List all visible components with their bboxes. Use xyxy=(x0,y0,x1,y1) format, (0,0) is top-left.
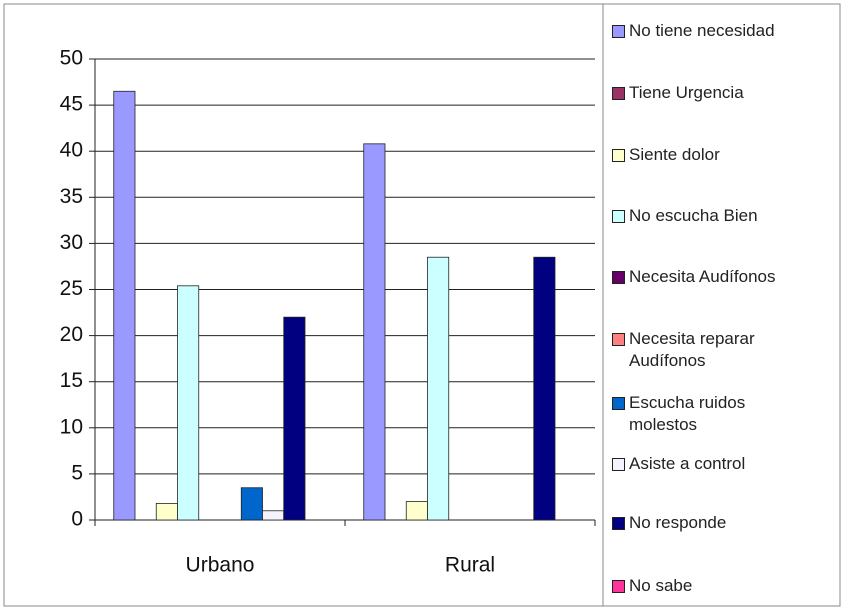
legend-label: No tiene necesidad xyxy=(629,21,775,40)
y-tick-label: 45 xyxy=(60,93,83,116)
legend-swatch xyxy=(612,397,625,410)
legend-label: Siente dolor xyxy=(629,145,720,164)
legend-swatch xyxy=(612,517,625,530)
y-tick-label: 30 xyxy=(60,231,83,254)
legend-swatch xyxy=(612,149,625,162)
legend-swatch xyxy=(612,25,625,38)
legend-entry: Necesita reparar Audífonos xyxy=(612,328,837,372)
legend-entry: No escucha Bien xyxy=(612,205,837,227)
bar xyxy=(283,316,306,521)
legend-swatch xyxy=(612,210,625,223)
legend-swatch xyxy=(612,271,625,284)
bar xyxy=(363,143,386,521)
legend-swatch xyxy=(612,458,625,471)
legend-label: Necesita reparar Audífonos xyxy=(629,329,755,370)
y-tick-label: 0 xyxy=(71,508,83,531)
legend-swatch xyxy=(612,580,625,593)
legend-swatch xyxy=(612,87,625,100)
legend-label: Necesita Audífonos xyxy=(629,267,776,286)
legend-swatch xyxy=(612,333,625,346)
legend-label: No escucha Bien xyxy=(629,206,758,225)
y-tick-label: 10 xyxy=(60,415,83,438)
legend-label: Tiene Urgencia xyxy=(629,83,744,102)
x-tick-label: Urbano xyxy=(186,554,255,577)
y-tick-label: 5 xyxy=(71,461,83,484)
bar xyxy=(533,256,556,521)
bar xyxy=(240,487,263,521)
legend-label: Asiste a control xyxy=(629,454,746,473)
legend-entry: No responde xyxy=(612,512,837,534)
y-tick-label: 25 xyxy=(60,277,83,300)
legend-entry: Tiene Urgencia xyxy=(612,82,837,104)
bar xyxy=(177,285,200,521)
y-tick-label: 15 xyxy=(60,369,83,392)
legend-entry: Asiste a control xyxy=(612,453,837,475)
y-tick-label: 20 xyxy=(60,323,83,346)
x-tick-label: Rural xyxy=(445,554,495,577)
legend-label: No responde xyxy=(629,513,727,532)
legend-entry: Siente dolor xyxy=(612,144,837,166)
bar xyxy=(427,256,450,521)
legend-entry: Necesita Audífonos xyxy=(612,266,837,288)
legend-entry: Escucha ruidos molestos xyxy=(612,392,837,436)
legend-label: No sabe xyxy=(629,576,693,595)
bar xyxy=(262,510,285,521)
bar xyxy=(113,90,136,521)
y-tick-label: 50 xyxy=(60,47,83,70)
y-tick-label: 40 xyxy=(60,139,83,162)
bar xyxy=(155,503,178,521)
legend-label: Escucha ruidos molestos xyxy=(629,393,746,434)
legend-entry: No sabe xyxy=(612,575,837,597)
y-tick-label: 35 xyxy=(60,185,83,208)
legend-entry: No tiene necesidad xyxy=(612,20,837,42)
bar xyxy=(405,501,428,521)
